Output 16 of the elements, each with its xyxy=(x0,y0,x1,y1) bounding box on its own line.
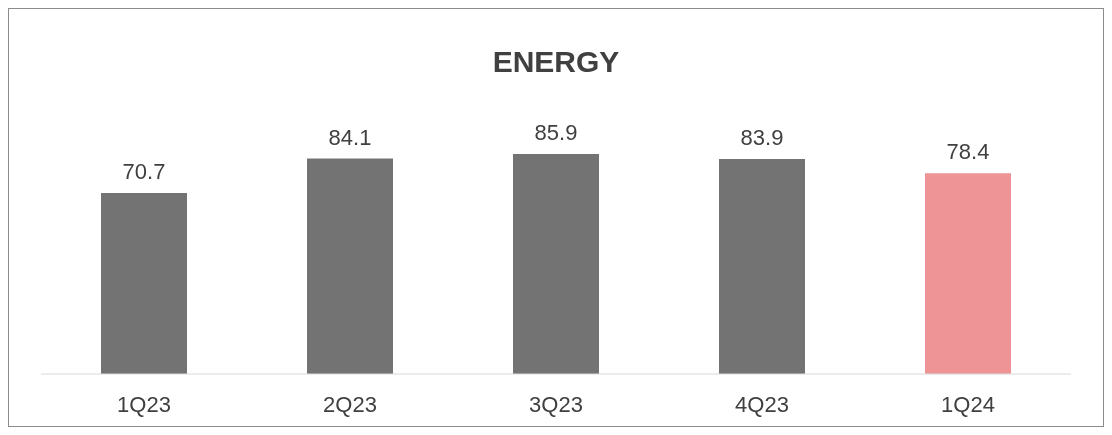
x-tick-label: 3Q23 xyxy=(529,391,583,417)
data-label: 70.7 xyxy=(122,158,166,184)
x-tick-label: 2Q23 xyxy=(323,391,377,417)
data-label: 84.1 xyxy=(328,124,372,150)
chart-title: ENERGY xyxy=(491,45,621,79)
bar xyxy=(101,192,187,374)
bar xyxy=(719,159,805,374)
bar xyxy=(307,158,393,374)
data-label: 85.9 xyxy=(534,120,578,145)
data-label: 83.9 xyxy=(740,125,784,151)
x-tick-label: 1Q24 xyxy=(941,391,995,417)
data-label: 78.4 xyxy=(946,139,990,165)
x-tick-label: 4Q23 xyxy=(735,391,789,417)
bar xyxy=(513,154,599,374)
x-tick-label: 1Q23 xyxy=(117,391,171,417)
bar xyxy=(925,173,1011,374)
